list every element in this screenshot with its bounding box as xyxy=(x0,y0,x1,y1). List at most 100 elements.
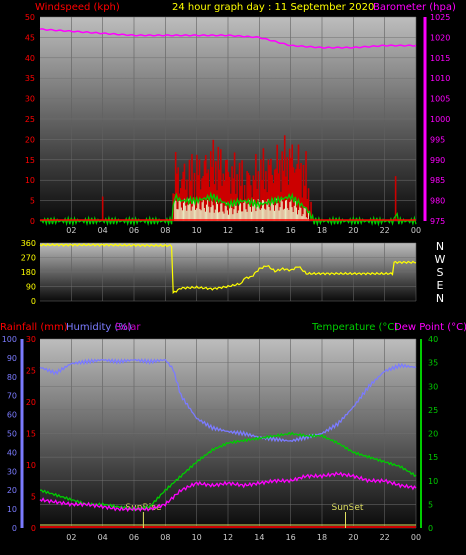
temperature-tick-label: 40 xyxy=(428,335,438,344)
humidity-tick-label: 30 xyxy=(7,467,17,476)
x-tick-label: 00 xyxy=(411,533,421,542)
windspeed-tick-label: 0 xyxy=(30,217,35,226)
temperature-tick-label: 30 xyxy=(428,382,438,391)
x-tick-label: 06 xyxy=(129,226,139,235)
barometer-tick-label: 980 xyxy=(430,197,445,206)
windspeed-tick-label: 20 xyxy=(25,135,35,144)
compass-label: S xyxy=(437,266,444,279)
series-dewpoint xyxy=(39,471,417,513)
x-tick-label: 20 xyxy=(348,226,358,235)
humidity-tick-label: 0 xyxy=(12,524,17,533)
x-tick-label: 22 xyxy=(380,226,390,235)
rainfall-tick-label: 20 xyxy=(26,398,36,407)
series-layer xyxy=(39,28,417,528)
humidity-tick-label: 70 xyxy=(7,392,17,401)
x-tick-label: 08 xyxy=(160,533,170,542)
rainfall-tick-label: 5 xyxy=(31,493,36,502)
rainfall-tick-label: 25 xyxy=(26,367,36,376)
solar-axis-label: Solar xyxy=(115,322,141,333)
direction-tick-label: 0 xyxy=(31,297,36,306)
x-tick-label: 12 xyxy=(223,533,233,542)
compass-label: W xyxy=(435,253,446,266)
chart-title: 24 hour graph day : 11 September 2020 xyxy=(172,2,374,13)
humidity-tick-label: 90 xyxy=(7,354,17,363)
barometer-tick-label: 975 xyxy=(430,217,445,226)
windspeed-tick-label: 50 xyxy=(25,13,35,22)
x-tick-label: 02 xyxy=(66,533,76,542)
humidity-axis-label: Humidity (%) xyxy=(66,322,132,333)
series-wind-low xyxy=(174,198,310,221)
barometer-tick-label: 990 xyxy=(430,156,445,165)
windspeed-tick-label: 15 xyxy=(25,156,35,165)
rainfall-axis-label: Rainfall (mm) xyxy=(0,322,68,333)
temperature-tick-label: 35 xyxy=(428,359,438,368)
direction-tick-label: 360 xyxy=(21,239,36,248)
compass-label: N xyxy=(436,292,444,305)
x-tick-label: 10 xyxy=(192,226,202,235)
sunset-label: SunSet xyxy=(332,503,364,513)
direction-tick-label: 270 xyxy=(21,254,36,263)
direction-tick-label: 90 xyxy=(26,283,36,292)
temperature-tick-label: 5 xyxy=(428,500,433,509)
humidity-tick-label: 40 xyxy=(7,448,17,457)
rainfall-tick-label: 30 xyxy=(26,335,36,344)
compass-label: N xyxy=(436,240,444,253)
x-tick-label: 14 xyxy=(254,226,264,235)
x-tick-label: 18 xyxy=(317,226,327,235)
barometer-tick-label: 1005 xyxy=(430,95,450,104)
temperature-tick-label: 0 xyxy=(428,524,433,533)
temperature-tick-label: 20 xyxy=(428,430,438,439)
windspeed-tick-label: 5 xyxy=(30,197,35,206)
windspeed-axis-label: Windspeed (kph) xyxy=(35,2,120,13)
humidity-tick-label: 20 xyxy=(7,486,17,495)
x-tick-label: 14 xyxy=(254,533,264,542)
x-tick-label: 10 xyxy=(192,533,202,542)
x-tick-label: 16 xyxy=(286,533,296,542)
x-tick-label: 16 xyxy=(286,226,296,235)
barometer-tick-label: 985 xyxy=(430,176,445,185)
x-tick-label: 00 xyxy=(411,226,421,235)
x-tick-label: 04 xyxy=(98,226,108,235)
barometer-tick-label: 1000 xyxy=(430,115,450,124)
humidity-tick-label: 60 xyxy=(7,411,17,420)
series-wind-direction xyxy=(39,243,417,295)
windspeed-tick-label: 25 xyxy=(25,115,35,124)
windspeed-tick-label: 45 xyxy=(25,33,35,42)
rainfall-tick-label: 10 xyxy=(26,461,36,470)
barometer-tick-label: 995 xyxy=(430,135,445,144)
windspeed-tick-label: 30 xyxy=(25,95,35,104)
x-tick-label: 22 xyxy=(380,533,390,542)
x-tick-label: 04 xyxy=(98,533,108,542)
windspeed-tick-label: 10 xyxy=(25,176,35,185)
dewpoint-axis-label: Dew Point (°C) xyxy=(394,322,466,333)
barometer-tick-label: 1015 xyxy=(430,54,450,63)
series-temperature xyxy=(40,431,417,512)
x-tick-label: 12 xyxy=(223,226,233,235)
compass-label: E xyxy=(437,279,444,292)
barometer-tick-label: 1025 xyxy=(430,13,450,22)
humidity-tick-label: 10 xyxy=(7,505,17,514)
series-barometer xyxy=(39,28,417,49)
rainfall-tick-label: 15 xyxy=(26,430,36,439)
rainfall-tick-label: 0 xyxy=(31,524,36,533)
temperature-tick-label: 15 xyxy=(428,453,438,462)
humidity-tick-label: 50 xyxy=(7,430,17,439)
direction-tick-label: 180 xyxy=(21,268,36,277)
barometer-tick-label: 1020 xyxy=(430,33,450,42)
windspeed-tick-label: 40 xyxy=(25,54,35,63)
temperature-axis-label: Temperature (°C) xyxy=(311,322,398,333)
temperature-tick-label: 10 xyxy=(428,477,438,486)
barometer-axis-label: Barometer (hpa) xyxy=(373,2,456,13)
windspeed-tick-label: 35 xyxy=(25,74,35,83)
grid-layer xyxy=(40,16,417,529)
x-tick-label: 08 xyxy=(160,226,170,235)
humidity-tick-label: 100 xyxy=(2,335,17,344)
x-tick-label: 06 xyxy=(129,533,139,542)
x-tick-label: 02 xyxy=(66,226,76,235)
x-tick-label: 18 xyxy=(317,533,327,542)
x-tick-label: 20 xyxy=(348,533,358,542)
temperature-tick-label: 25 xyxy=(428,406,438,415)
series-humidity xyxy=(39,358,417,443)
